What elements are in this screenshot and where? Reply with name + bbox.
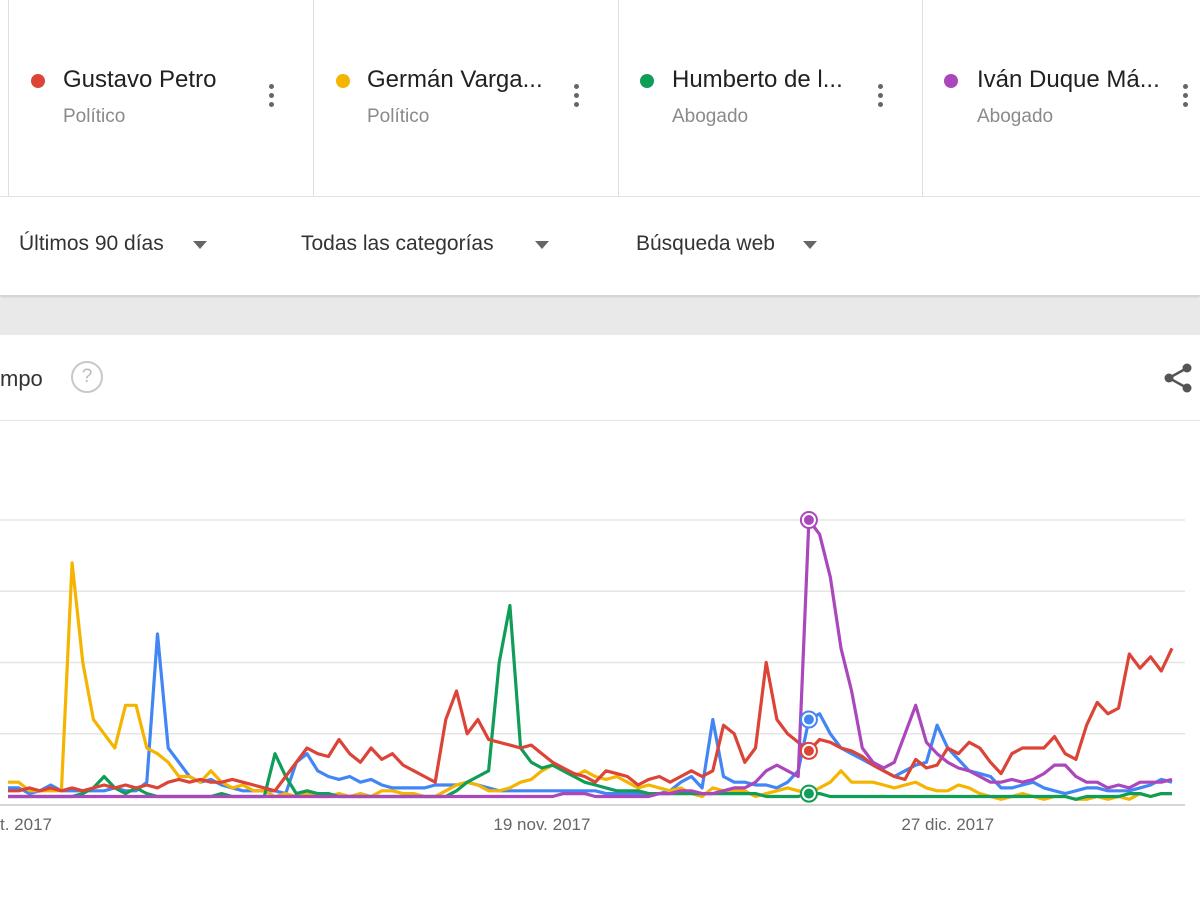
more-vert-icon[interactable] [266, 84, 276, 112]
term-card-1[interactable]: Gustavo Petro Político [9, 0, 313, 196]
interest-over-time-panel: mpo ? [0, 335, 1200, 900]
term-subtitle: Político [367, 106, 430, 127]
term-divider [922, 0, 923, 196]
search-type-dropdown[interactable]: Búsqueda web [636, 232, 775, 256]
series-color-dot [640, 74, 654, 88]
search-type-label: Búsqueda web [636, 232, 775, 255]
hover-point-3 [803, 788, 814, 799]
category-label: Todas las categorías [301, 232, 494, 255]
term-name: Germán Varga... [367, 66, 543, 93]
series-line-2 [8, 561, 1172, 801]
share-icon[interactable] [1160, 360, 1196, 396]
term-subtitle: Abogado [672, 106, 749, 127]
more-vert-icon[interactable] [875, 84, 885, 112]
caret-down-icon[interactable] [803, 241, 817, 249]
term-divider [313, 0, 314, 196]
term-subtitle: Político [63, 106, 126, 127]
term-card-4[interactable]: Iván Duque Má... Abogado [923, 0, 1200, 196]
series-color-dot [31, 74, 45, 88]
term-name: Humberto de l... [672, 66, 843, 93]
more-vert-icon[interactable] [1180, 84, 1190, 112]
term-subtitle: Abogado [977, 106, 1054, 127]
more-vert-icon[interactable] [571, 84, 581, 112]
x-axis-ticks: t. 2017 19 nov. 2017 27 dic. 2017 [0, 815, 994, 834]
section-separator [0, 299, 1200, 335]
series-line-4 [8, 518, 1173, 799]
panel-title: mpo [0, 366, 43, 391]
chart-series [8, 518, 1174, 801]
term-name: Gustavo Petro [63, 66, 217, 93]
help-icon[interactable]: ? [71, 361, 103, 393]
search-terms-bar: Gustavo Petro Político Germán Varga... P… [0, 0, 1200, 197]
hover-markers [799, 511, 818, 803]
caret-down-icon[interactable] [193, 241, 207, 249]
period-dropdown[interactable]: Últimos 90 días [19, 232, 164, 256]
series-color-dot [944, 74, 958, 88]
term-divider [618, 0, 619, 196]
period-label: Últimos 90 días [19, 232, 164, 255]
category-dropdown[interactable]: Todas las categorías [301, 232, 494, 256]
series-line-1 [8, 647, 1174, 793]
term-divider [8, 0, 9, 196]
hover-point-5 [803, 714, 814, 725]
x-tick-label: 19 nov. 2017 [493, 815, 590, 834]
panel-divider [0, 420, 1200, 421]
term-name: Iván Duque Má... [977, 66, 1160, 93]
term-card-3[interactable]: Humberto de l... Abogado [619, 0, 922, 196]
x-tick-label: 27 dic. 2017 [901, 815, 994, 834]
series-color-dot [336, 74, 350, 88]
filters-bar: Últimos 90 días Todas las categorías Bús… [0, 197, 1200, 297]
term-card-2[interactable]: Germán Varga... Político [314, 0, 618, 196]
chart-grid [0, 519, 1185, 806]
caret-down-icon[interactable] [535, 241, 549, 249]
hover-point-4 [803, 515, 814, 525]
hover-point-1 [803, 745, 814, 756]
x-tick-label: t. 2017 [0, 815, 52, 834]
